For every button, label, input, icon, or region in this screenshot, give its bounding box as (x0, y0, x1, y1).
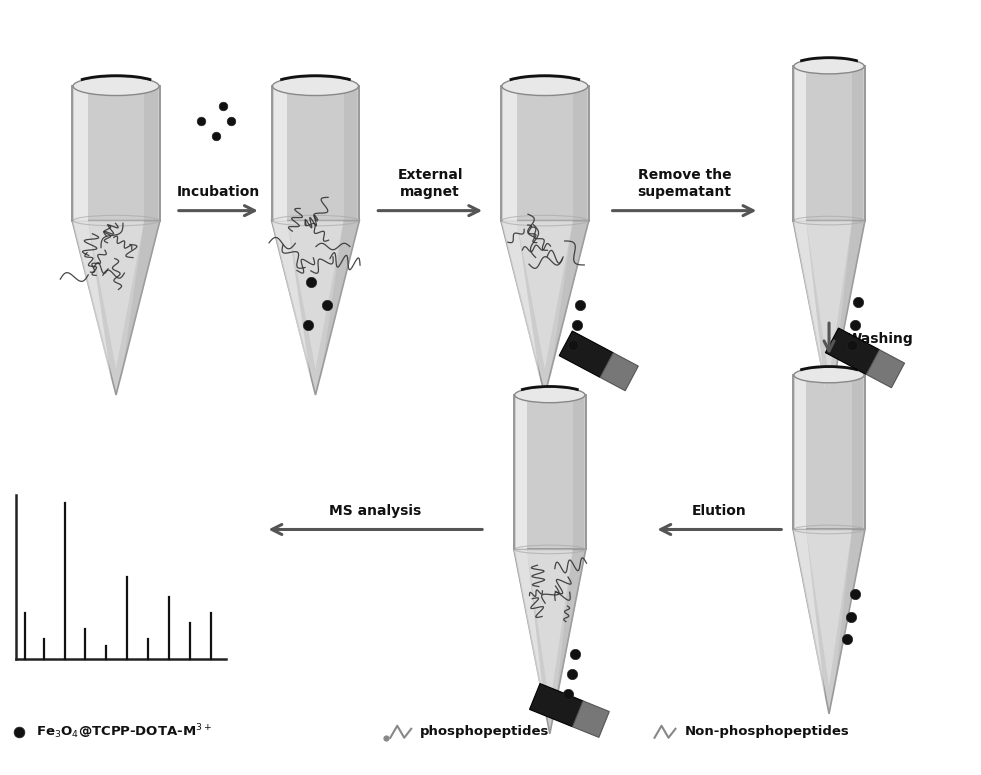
Point (215, 100, 231, 112)
Point (223, 115, 238, 127)
Polygon shape (516, 395, 527, 549)
Polygon shape (825, 328, 880, 374)
Text: External
magnet: External magnet (397, 168, 463, 198)
Point (848, 588, 863, 601)
Polygon shape (794, 221, 825, 390)
Point (839, 633, 854, 646)
Polygon shape (796, 66, 806, 221)
Polygon shape (549, 221, 589, 381)
Polygon shape (88, 221, 144, 369)
Polygon shape (852, 66, 863, 221)
Polygon shape (794, 375, 865, 529)
Polygon shape (272, 221, 359, 395)
Polygon shape (794, 529, 825, 699)
Point (193, 115, 209, 127)
Polygon shape (530, 684, 583, 727)
Polygon shape (121, 221, 160, 381)
Polygon shape (833, 221, 865, 390)
Polygon shape (553, 549, 586, 719)
Point (572, 299, 588, 312)
Text: phosphopeptides: phosphopeptides (420, 725, 549, 739)
Polygon shape (806, 221, 852, 377)
Point (848, 319, 863, 332)
Point (303, 276, 319, 288)
Polygon shape (73, 86, 160, 221)
Ellipse shape (794, 58, 864, 74)
Polygon shape (573, 86, 587, 221)
Polygon shape (833, 529, 865, 699)
Polygon shape (75, 86, 88, 221)
Text: Washing: Washing (847, 332, 913, 346)
Polygon shape (866, 350, 904, 388)
Point (567, 648, 583, 660)
Polygon shape (600, 353, 639, 391)
Text: Fe$_3$O$_4$@TCPP-DOTA-M$^{3+}$: Fe$_3$O$_4$@TCPP-DOTA-M$^{3+}$ (36, 722, 212, 741)
Polygon shape (343, 86, 357, 221)
Point (208, 129, 224, 142)
Polygon shape (73, 221, 160, 395)
Ellipse shape (794, 367, 864, 383)
Point (564, 668, 580, 680)
Polygon shape (796, 375, 806, 529)
Polygon shape (573, 701, 609, 737)
Point (379, 732, 394, 744)
Polygon shape (274, 86, 287, 221)
Point (844, 339, 859, 351)
Polygon shape (794, 66, 865, 221)
Point (320, 299, 336, 312)
Text: Non-phosphopeptides: Non-phosphopeptides (685, 725, 850, 739)
Point (843, 611, 858, 623)
Polygon shape (144, 86, 158, 221)
Polygon shape (806, 529, 852, 686)
Ellipse shape (73, 77, 159, 95)
Polygon shape (852, 375, 863, 529)
Ellipse shape (502, 77, 588, 95)
Point (560, 687, 576, 700)
Polygon shape (559, 331, 613, 377)
Polygon shape (272, 221, 311, 381)
Ellipse shape (273, 77, 358, 95)
Polygon shape (517, 221, 573, 369)
Polygon shape (272, 86, 359, 221)
Ellipse shape (515, 388, 585, 403)
Point (299, 319, 315, 332)
Polygon shape (501, 221, 541, 381)
Polygon shape (514, 395, 586, 549)
Text: Remove the
supematant: Remove the supematant (638, 168, 732, 198)
Text: MS analysis: MS analysis (330, 504, 422, 518)
Polygon shape (514, 549, 586, 734)
Polygon shape (573, 395, 584, 549)
Polygon shape (287, 221, 343, 369)
Polygon shape (73, 221, 111, 381)
Polygon shape (527, 549, 573, 706)
Point (569, 319, 585, 332)
Polygon shape (320, 221, 359, 381)
Polygon shape (501, 221, 589, 395)
Point (12, 725, 27, 738)
Polygon shape (794, 221, 865, 405)
Point (851, 296, 866, 308)
Polygon shape (503, 86, 517, 221)
Point (565, 339, 581, 351)
Polygon shape (514, 549, 546, 719)
Polygon shape (794, 529, 865, 714)
Text: Elution: Elution (692, 504, 747, 518)
Text: Incubation: Incubation (177, 184, 260, 198)
Polygon shape (501, 86, 589, 221)
